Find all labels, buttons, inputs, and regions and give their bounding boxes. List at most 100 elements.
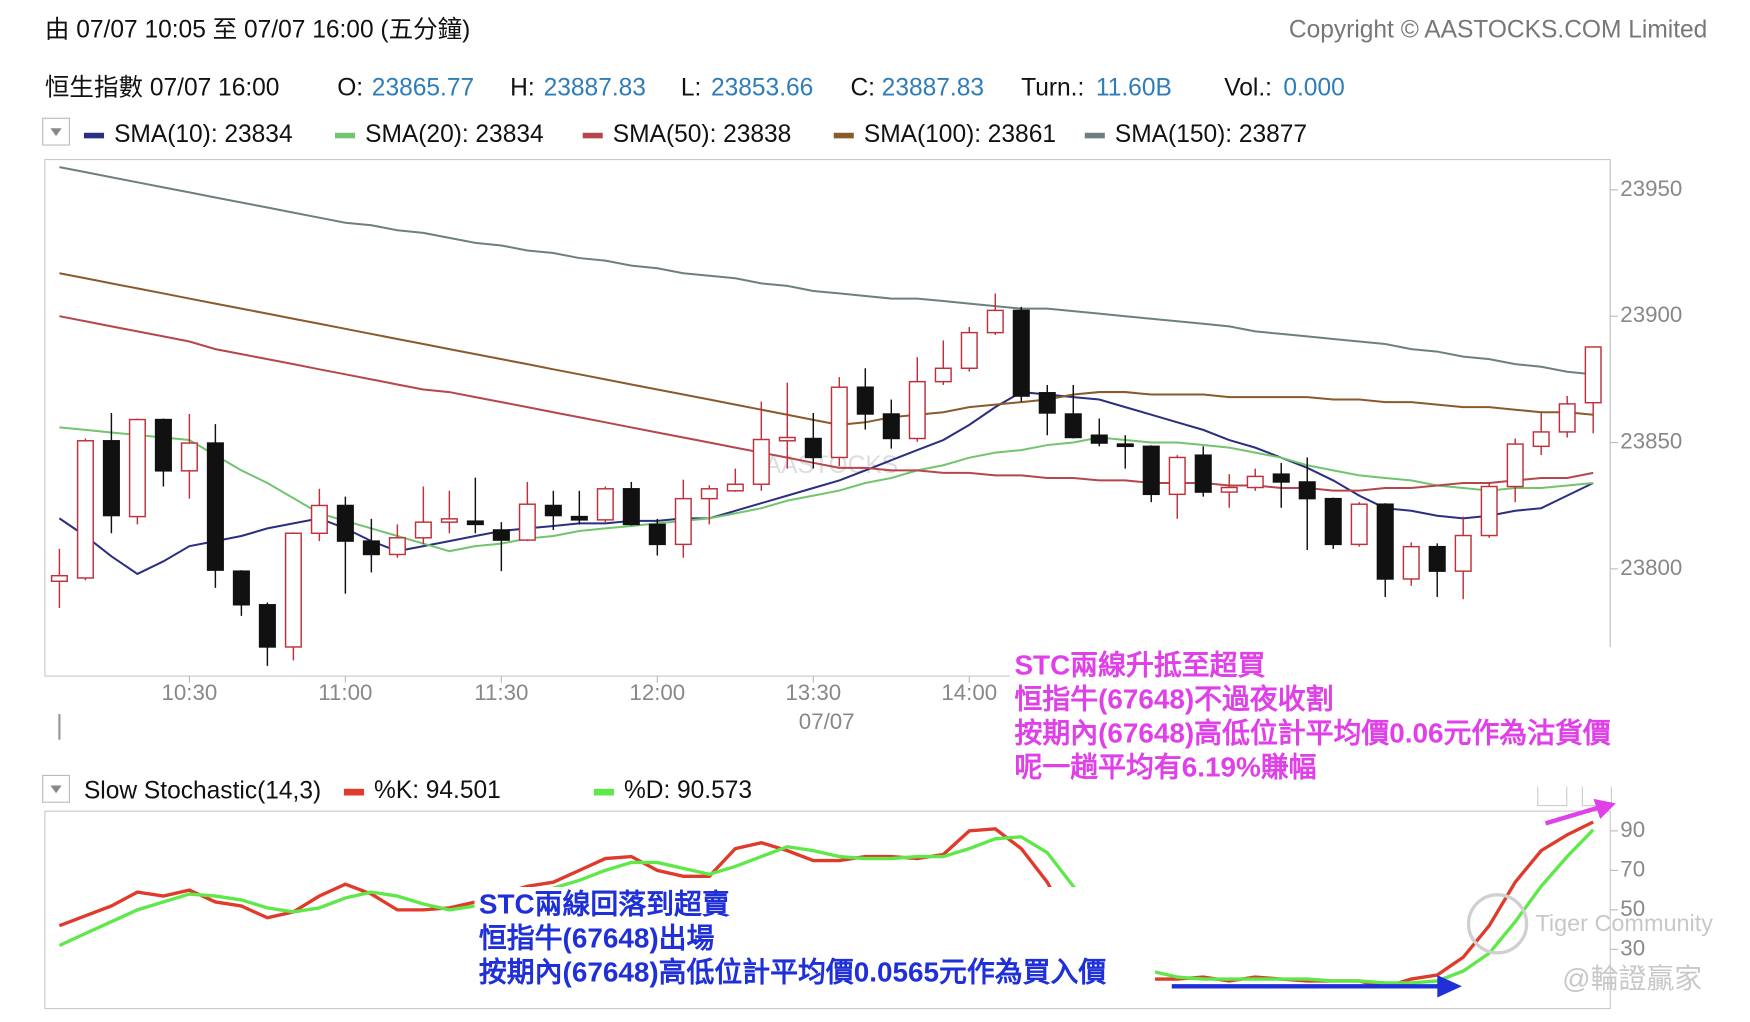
y-tick-label: 23900 (1620, 302, 1682, 327)
candle-body (1584, 346, 1602, 404)
candle-body (934, 367, 952, 383)
quote-label: Vol.: (1224, 75, 1272, 102)
x-tick-label: 12:00 (629, 680, 685, 705)
candle-body (648, 523, 666, 546)
y-tick-label: 70 (1620, 856, 1645, 881)
y-tick-label: 23800 (1620, 555, 1682, 580)
candle-body (492, 529, 510, 541)
copyright: Copyright © AASTOCKS.COM Limited (1289, 17, 1707, 44)
annotation-line: STC兩線回落到超賣 (479, 887, 730, 919)
candle-body (414, 521, 432, 539)
sma-line (59, 166, 1594, 376)
candle-body (1038, 392, 1056, 414)
candle-body (518, 503, 536, 541)
legend-value: 23838 (723, 122, 791, 149)
candle-body (1324, 497, 1342, 546)
candle-body (1246, 475, 1264, 489)
candle-body (804, 437, 822, 459)
quote-label: C: (850, 75, 875, 102)
legend-name: SMA(100): (864, 122, 981, 149)
candle-body (362, 540, 380, 556)
candle-body (128, 418, 146, 518)
candle-body (856, 386, 874, 415)
annotation-box (474, 886, 1156, 991)
annotation-line: 按期內(67648)高低位計平均價0.06元作為沽貨價 (1014, 717, 1610, 749)
watermark-logo (1466, 893, 1529, 955)
quote-value: 23887.83 (544, 75, 646, 102)
range-title: 由 07/07 10:05 至 07/07 16:00 (五分鐘) (45, 16, 470, 44)
quote-value: 23865.77 (372, 75, 474, 102)
candle-body (1350, 503, 1368, 546)
legend-value: 23834 (224, 122, 292, 149)
candle-body (1272, 473, 1290, 483)
legend-value: 94.501 (426, 778, 501, 805)
candle-body (388, 537, 406, 556)
stochastic-axis: 90 70 50 30 (1610, 817, 1645, 960)
legend-name: %K: (374, 778, 419, 805)
candle-body (1506, 443, 1524, 488)
quote-value: 11.60B (1096, 75, 1172, 102)
quote-label: L: (681, 75, 701, 102)
candle-body (258, 604, 276, 648)
x-tick-label: 11:00 (318, 680, 372, 705)
candle-body (1454, 534, 1472, 572)
annotation-box (1010, 647, 1660, 787)
x-tick-label: 13:30 (785, 680, 841, 705)
dropdown[interactable] (42, 117, 71, 146)
candle-body (310, 504, 328, 534)
candle-body (700, 488, 718, 500)
indicator-title: Slow Stochastic(14,3) (84, 778, 321, 805)
legend-name: %D: (624, 778, 670, 805)
candle-body (1116, 443, 1134, 448)
dropdown-arrow (50, 785, 62, 794)
annotation: STC兩線回落到超賣恒指牛(67648)出場按期內(67648)高低位計平均價0… (479, 887, 1106, 987)
legend-swatch (83, 132, 105, 139)
candle-body (752, 438, 770, 485)
candle-body (1532, 431, 1550, 448)
candle-body (596, 488, 614, 521)
legend-swatch (1084, 132, 1105, 139)
candle-body (1428, 545, 1446, 572)
legend-label: SMA(50): 23838 (613, 122, 792, 149)
legend-label: SMA(10): 23834 (114, 122, 293, 149)
sma-line (59, 272, 1594, 426)
price-pane (44, 158, 1611, 677)
candle-body (622, 488, 640, 526)
y-tick-label: 23950 (1620, 176, 1682, 201)
legend-name: SMA(50): (613, 122, 717, 149)
y-tick-label: 23850 (1620, 428, 1682, 453)
candle-body (50, 574, 68, 582)
candle-body (1142, 445, 1160, 496)
price-plot (50, 166, 1602, 666)
legend-label: SMA(20): 23834 (365, 122, 544, 149)
y-tick-label: 90 (1620, 817, 1645, 842)
quote-value: 0.000 (1283, 75, 1344, 102)
x-date-label: 07/07 (799, 709, 855, 734)
quote-value: 23887.83 (882, 75, 984, 102)
candle-body (180, 442, 198, 472)
x-tick-label: 11:30 (474, 680, 528, 705)
legend-swatch (582, 132, 603, 139)
quote-label: O: (337, 75, 363, 102)
candle-body (1298, 481, 1316, 500)
indicator-line (58, 828, 1595, 985)
candle-body (466, 520, 484, 526)
candle-body (1090, 434, 1108, 444)
candle-body (544, 504, 562, 517)
candle-body (1220, 486, 1238, 493)
dropdown-arrow (50, 128, 62, 137)
y-tick-label: 30 (1620, 935, 1645, 960)
candle-body (206, 442, 224, 571)
legend-label: SMA(150): 23877 (1115, 122, 1307, 149)
stochastic-plot (58, 820, 1595, 989)
legend: %K: 94.501 %D: 90.573 (343, 778, 752, 805)
candle-body (960, 331, 978, 369)
candle-body (76, 440, 94, 579)
candle-body (336, 504, 354, 542)
candle-body (1402, 545, 1420, 580)
candle-body (908, 380, 926, 440)
candle-body (674, 497, 692, 546)
candle-body (1376, 503, 1394, 580)
